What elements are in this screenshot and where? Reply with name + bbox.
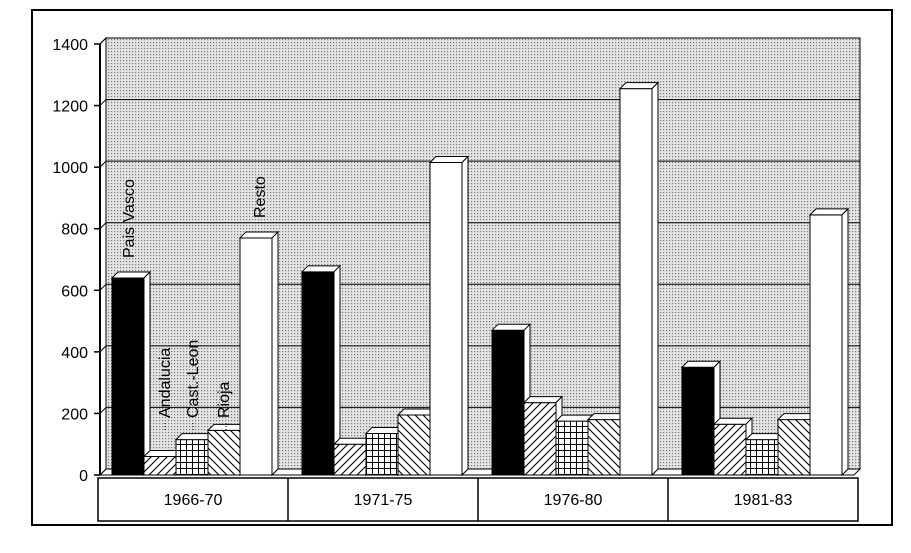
bar-face <box>713 423 747 476</box>
bar-face <box>491 329 525 476</box>
series-label: Andalucia <box>157 348 174 418</box>
bar-face <box>681 366 715 476</box>
plot-wall <box>105 37 861 470</box>
y-tick-label: 200 <box>61 406 88 423</box>
bar-face <box>239 237 273 476</box>
x-axis-table: 1966-70 1971-75 1976-80 1981-83 <box>97 477 859 522</box>
bar <box>618 81 660 477</box>
y-tick-label: 600 <box>61 283 88 300</box>
bar <box>110 270 152 477</box>
bar-side <box>651 81 659 477</box>
y-tick-label: 1000 <box>52 160 88 177</box>
bar-face <box>523 402 557 476</box>
series-label: Resto <box>252 176 269 218</box>
bar-face <box>143 456 177 476</box>
plot-background <box>98 36 862 477</box>
bar <box>428 155 470 477</box>
x-tick-label: 1966-70 <box>164 492 223 509</box>
bar-face <box>619 88 653 476</box>
y-tick-label: 1200 <box>52 99 88 116</box>
bars <box>110 81 850 477</box>
legend-labels: Pais Vasco Andalucia Cast.-Leon Rioja Resto <box>121 176 269 432</box>
x-tick-label: 1976-80 <box>544 492 603 509</box>
bar-face <box>333 443 367 476</box>
bar-face <box>745 439 779 476</box>
series-label: Pais Vasco <box>121 179 138 258</box>
x-tick-label: 1981-83 <box>734 492 793 509</box>
bar-face <box>365 432 399 476</box>
bar-side <box>143 270 151 477</box>
x-tick-label: 1971-75 <box>354 492 413 509</box>
series-label: Rioja <box>216 381 233 418</box>
bar-face <box>111 277 145 476</box>
bar <box>680 360 722 477</box>
bar-face <box>397 414 431 476</box>
series-label: Cast.-Leon <box>185 340 202 418</box>
bar-face <box>555 420 589 476</box>
bar-face <box>777 419 811 476</box>
bar <box>808 207 850 477</box>
bar-face <box>429 162 463 476</box>
bar-side <box>841 207 849 477</box>
bar-face <box>301 271 335 476</box>
bar-face <box>175 439 209 476</box>
y-axis: 0 200 400 600 800 1000 1200 1400 <box>52 37 860 485</box>
gridline-diagonal <box>99 37 107 45</box>
y-tick-label: 800 <box>61 222 88 239</box>
bar <box>238 230 280 477</box>
bar-face <box>587 419 621 476</box>
y-tick-label: 400 <box>61 345 88 362</box>
y-tick-label: 1400 <box>52 37 88 54</box>
bar-face <box>809 214 843 476</box>
bar <box>300 264 342 477</box>
y-tick-label: 0 <box>79 468 88 485</box>
bar-side <box>461 155 469 477</box>
bar-face <box>207 429 241 476</box>
bar-side <box>271 230 279 477</box>
